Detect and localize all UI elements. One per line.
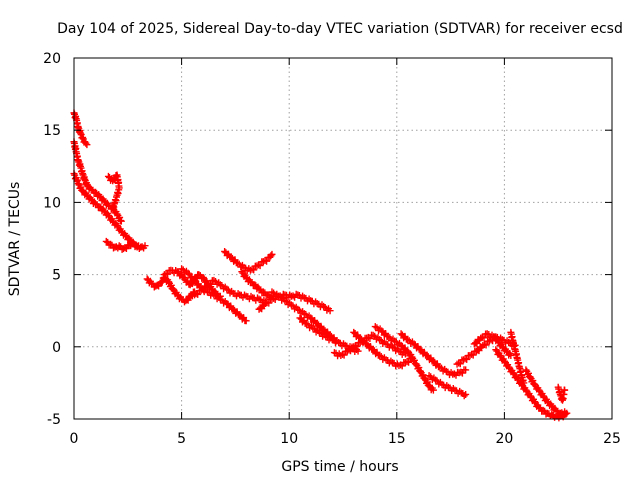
data-track (427, 373, 468, 400)
data-track (472, 330, 514, 359)
data-track (270, 289, 339, 345)
x-tick-label: 25 (603, 431, 621, 447)
data-track (555, 385, 568, 403)
data-point (296, 314, 304, 322)
y-tick-label: 15 (43, 123, 61, 139)
data-point (425, 372, 433, 380)
data-point (173, 268, 181, 276)
data-track (351, 330, 414, 370)
y-tick-label: 0 (52, 340, 61, 356)
data-track (332, 331, 408, 360)
data-track (222, 249, 275, 275)
x-tick-label: 10 (280, 431, 298, 447)
y-tick-label: 10 (43, 195, 61, 211)
data-track (106, 172, 123, 211)
x-axis-label: GPS time / hours (281, 459, 398, 475)
data-point (492, 346, 500, 354)
x-tick-label: 5 (177, 431, 186, 447)
data-point (178, 265, 186, 273)
data-track (373, 324, 436, 394)
y-tick-label: -5 (47, 412, 61, 428)
data-track (71, 171, 141, 251)
x-tick-label: 20 (495, 431, 513, 447)
data-track (523, 367, 567, 418)
y-axis-label: SDTVAR / TECUs (7, 182, 23, 297)
data-point (371, 323, 379, 331)
data-point (330, 349, 338, 357)
y-tick-label: 5 (52, 268, 61, 284)
data-point (350, 328, 358, 336)
data-track (192, 277, 268, 306)
data-track (104, 238, 148, 253)
data-point (238, 268, 246, 276)
axis-ticks: 0 5 10 15 20 25 -5 0 5 10 15 20 (43, 51, 621, 447)
plot-frame (73, 57, 613, 420)
data-track (144, 274, 197, 306)
grid (74, 58, 612, 419)
chart-title: Day 104 of 2025, Sidereal Day-to-day VTE… (57, 21, 623, 37)
data-point (268, 288, 276, 296)
data-point (255, 295, 263, 303)
data-point (397, 330, 405, 338)
x-tick-label: 0 (70, 431, 79, 447)
y-tick-label: 20 (43, 51, 61, 67)
data-track (493, 347, 570, 422)
x-tick-label: 15 (388, 431, 406, 447)
data-track (239, 269, 274, 302)
data-point (268, 250, 276, 258)
data-track (507, 330, 527, 385)
data-point (102, 237, 110, 245)
data-track (398, 331, 468, 379)
data-point (221, 247, 229, 255)
